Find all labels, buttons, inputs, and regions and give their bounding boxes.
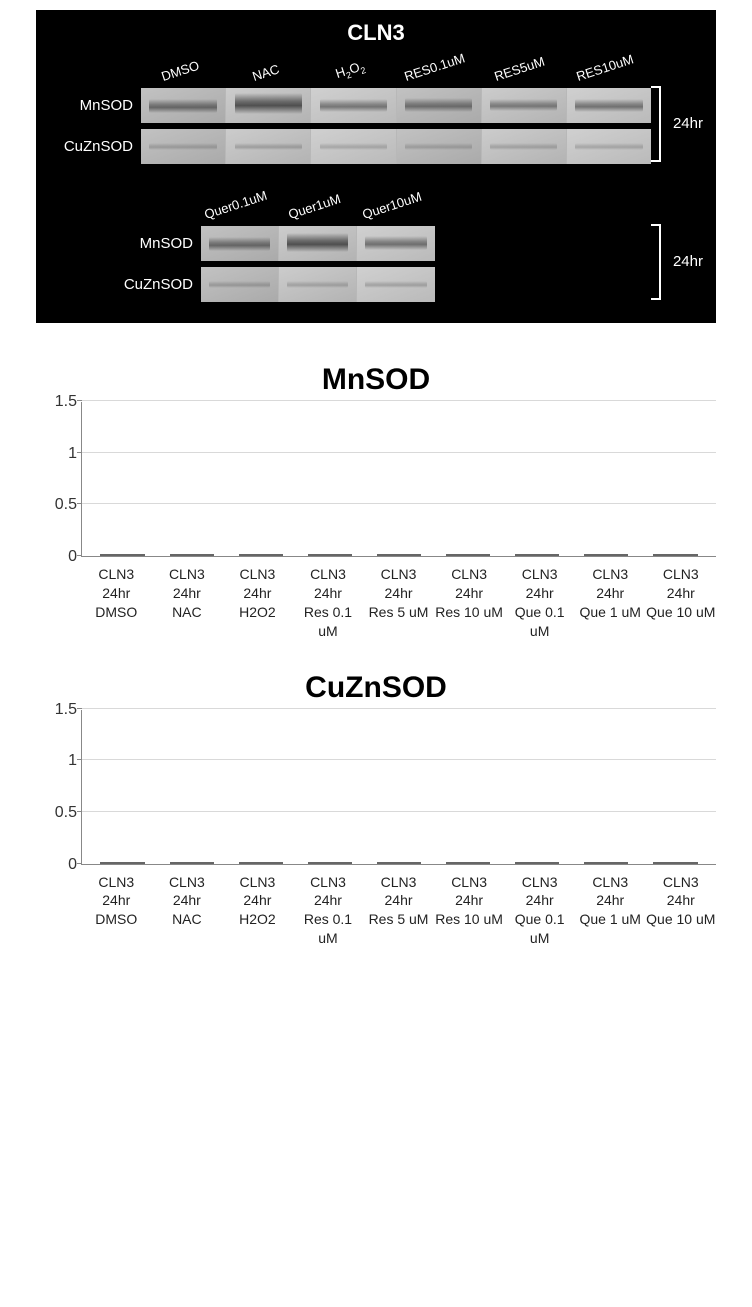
chart-title: MnSOD bbox=[36, 363, 716, 397]
blot-group-top: DMSONACH2O2RES0.1uMRES5uMRES10uM MnSOD CuZ… bbox=[51, 56, 701, 164]
blot-group-bottom: Quer0.1uMQuer1uMQuer10uM MnSOD CuZnSOD 24hr bbox=[51, 194, 701, 302]
bar bbox=[446, 554, 490, 556]
y-tick-label: 0.5 bbox=[55, 496, 77, 514]
bar bbox=[308, 554, 352, 556]
blot-row-label: CuZnSOD bbox=[51, 138, 141, 155]
lane-label: DMSO bbox=[141, 56, 226, 84]
x-tick-label: CLN324hrRes 0.1 uM bbox=[293, 873, 364, 949]
x-tick-label: CLN324hrQue 1 uM bbox=[575, 565, 646, 641]
x-tick-label: CLN324hrH2O2 bbox=[222, 565, 293, 641]
lane-label: Quer0.1uM bbox=[201, 194, 279, 222]
x-tick-label: CLN324hrQue 1 uM bbox=[575, 873, 646, 949]
time-label: 24hr bbox=[673, 115, 703, 132]
x-tick-label: CLN324hrQue 10 uM bbox=[646, 565, 717, 641]
lane-label: Quer1uM bbox=[279, 194, 357, 222]
bar bbox=[170, 554, 214, 556]
bar bbox=[100, 554, 144, 556]
time-label: 24hr bbox=[673, 253, 703, 270]
x-tick-label: CLN324hrNAC bbox=[152, 565, 223, 641]
bar-chart: MnSOD00.511.5CLN324hrDMSOCLN324hrNACCLN3… bbox=[36, 363, 716, 641]
plot-area bbox=[81, 710, 716, 865]
lane-label: RES10uM bbox=[566, 56, 651, 84]
bar bbox=[239, 862, 283, 864]
blot-strip bbox=[201, 267, 435, 302]
bar bbox=[170, 862, 214, 864]
bar bbox=[377, 862, 421, 864]
x-tick-label: CLN324hrRes 5 uM bbox=[363, 873, 434, 949]
blot-row-label: MnSOD bbox=[51, 97, 141, 114]
bar bbox=[515, 554, 559, 556]
y-tick-label: 1 bbox=[68, 752, 77, 770]
bar bbox=[653, 862, 697, 864]
bar bbox=[446, 862, 490, 864]
x-tick-label: CLN324hrRes 5 uM bbox=[363, 565, 434, 641]
lane-label: RES0.1uM bbox=[396, 56, 481, 84]
lane-label: RES5uM bbox=[481, 56, 566, 84]
western-blot-panel: CLN3 DMSONACH2O2RES0.1uMRES5uMRES10uM MnS… bbox=[36, 10, 716, 323]
y-tick-label: 1 bbox=[68, 445, 77, 463]
bar bbox=[239, 554, 283, 556]
x-tick-label: CLN324hrRes 0.1 uM bbox=[293, 565, 364, 641]
blot-row-label: CuZnSOD bbox=[51, 276, 201, 293]
x-tick-label: CLN324hrDMSO bbox=[81, 565, 152, 641]
bar-chart: CuZnSOD00.511.5CLN324hrDMSOCLN324hrNACCL… bbox=[36, 671, 716, 949]
chart-title: CuZnSOD bbox=[36, 671, 716, 705]
x-tick-label: CLN324hrQue 0.1 uM bbox=[504, 565, 575, 641]
x-tick-label: CLN324hrRes 10 uM bbox=[434, 565, 505, 641]
blot-strip bbox=[141, 129, 651, 164]
blot-row-label: MnSOD bbox=[51, 235, 201, 252]
lane-label: Quer10uM bbox=[357, 194, 435, 222]
y-tick-label: 1.5 bbox=[55, 393, 77, 411]
charts-container: MnSOD00.511.5CLN324hrDMSOCLN324hrNACCLN3… bbox=[10, 363, 742, 948]
lane-label: H2O2 bbox=[311, 56, 396, 84]
x-tick-label: CLN324hrNAC bbox=[152, 873, 223, 949]
bar bbox=[515, 862, 559, 864]
x-tick-label: CLN324hrH2O2 bbox=[222, 873, 293, 949]
lane-label: NAC bbox=[226, 56, 311, 84]
bar bbox=[653, 554, 697, 556]
x-tick-label: CLN324hrQue 0.1 uM bbox=[504, 873, 575, 949]
x-tick-label: CLN324hrDMSO bbox=[81, 873, 152, 949]
y-tick-label: 0 bbox=[68, 856, 77, 874]
bar bbox=[584, 554, 628, 556]
plot-area bbox=[81, 402, 716, 557]
y-tick-label: 0 bbox=[68, 548, 77, 566]
blot-title: CLN3 bbox=[51, 20, 701, 46]
bar bbox=[584, 862, 628, 864]
y-tick-label: 1.5 bbox=[55, 701, 77, 719]
x-tick-label: CLN324hrQue 10 uM bbox=[646, 873, 717, 949]
bar bbox=[100, 862, 144, 864]
x-tick-label: CLN324hrRes 10 uM bbox=[434, 873, 505, 949]
bar bbox=[377, 554, 421, 556]
y-tick-label: 0.5 bbox=[55, 804, 77, 822]
blot-strip bbox=[141, 88, 651, 123]
blot-strip bbox=[201, 226, 435, 261]
bar bbox=[308, 862, 352, 864]
